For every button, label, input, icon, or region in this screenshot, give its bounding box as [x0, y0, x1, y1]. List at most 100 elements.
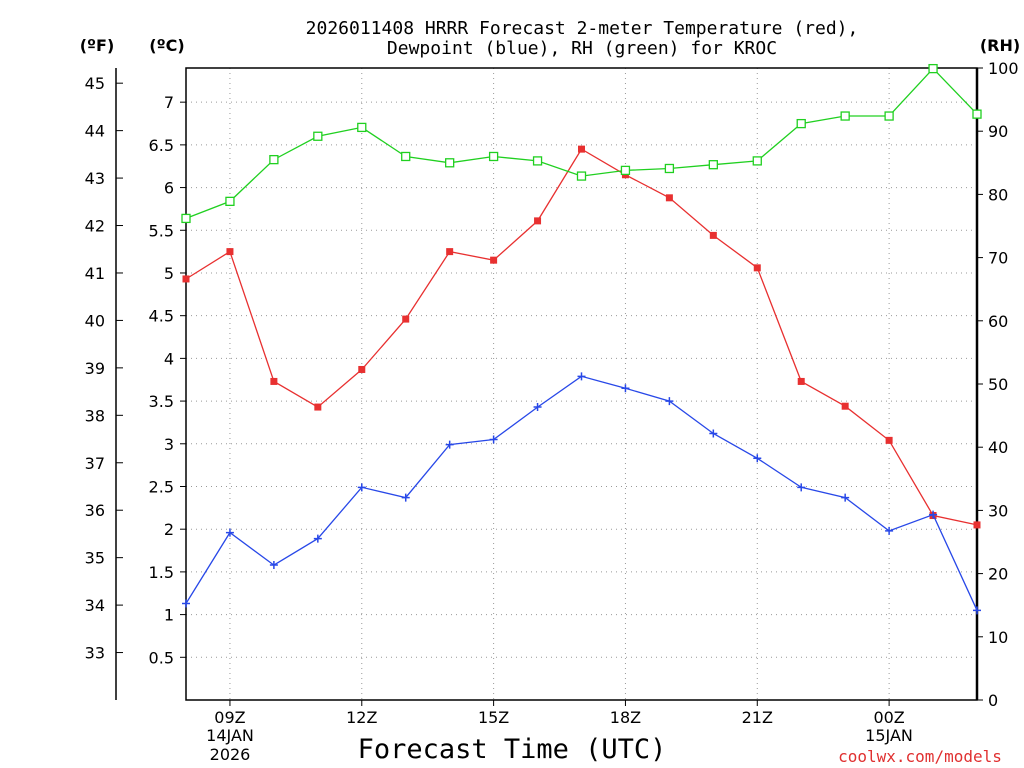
rh-point	[752, 156, 762, 166]
chart-title-line2: Dewpoint (blue), RH (green) for KROC	[387, 38, 777, 59]
time-tick-label: 00Z	[873, 708, 904, 727]
dewpoint-point	[929, 510, 938, 519]
fahrenheit-tick-label: 41	[85, 264, 105, 283]
dewpoint-point	[445, 440, 454, 449]
rh-tick-label: 80	[988, 185, 1008, 204]
rh-point	[313, 131, 323, 141]
celsius-tick-label: 3	[164, 435, 174, 454]
time-tick-label: 18Z	[610, 708, 641, 727]
fahrenheit-tick-label: 36	[85, 501, 105, 520]
fahrenheit-tick-label: 40	[85, 311, 105, 330]
dewpoint-point	[357, 483, 366, 492]
celsius-tick-label: 4.5	[149, 307, 174, 326]
temperature-point	[665, 194, 673, 202]
temperature-point	[226, 248, 234, 256]
celsius-tick-label: 5.5	[149, 221, 174, 240]
rh-point	[972, 109, 982, 119]
dewpoint-point	[885, 526, 894, 535]
celsius-tick-label: 2.5	[149, 477, 174, 496]
celsius-tick-label: 5	[164, 264, 174, 283]
rh-point	[840, 111, 850, 121]
rh-tick-label: 20	[988, 565, 1008, 584]
fahrenheit-tick-label: 34	[85, 596, 105, 615]
temperature-point	[446, 248, 454, 256]
rh-unit-label: (RH)	[980, 36, 1020, 55]
rh-point	[488, 151, 499, 162]
fahrenheit-axis: 33 34 35 36 37 38 39 40 41 42 43 44 45	[85, 68, 123, 700]
rh-tick-label: 10	[988, 628, 1008, 647]
rh-point	[357, 122, 367, 133]
temperature-point	[753, 264, 761, 272]
fahrenheit-tick-label: 43	[85, 169, 105, 188]
celsius-axis-ticks: 0.5 1 1.5 2 2.5 3 3.5 4 4.5 5 5.5 6 6.5 7	[149, 93, 186, 667]
rh-tick-label: 50	[988, 375, 1008, 394]
fahrenheit-tick-label: 37	[85, 454, 105, 473]
dewpoint-point	[182, 599, 190, 608]
rh-tick-label: 60	[988, 312, 1008, 331]
celsius-tick-label: 3.5	[149, 392, 174, 411]
rh-series	[181, 63, 982, 224]
fahrenheit-tick-label: 42	[85, 217, 105, 236]
dewpoint-point	[841, 493, 850, 502]
fahrenheit-tick-label: 33	[85, 644, 105, 663]
dewpoint-series	[182, 372, 981, 615]
rh-point	[576, 171, 587, 181]
dewpoint-point	[269, 561, 278, 570]
celsius-tick-label: 1.5	[149, 563, 174, 582]
fahrenheit-tick-label: 35	[85, 549, 105, 568]
credit-link[interactable]: coolwx.com/models	[838, 747, 1002, 766]
temperature-point	[358, 365, 366, 373]
time-tick-label: 09Z	[214, 708, 245, 727]
temperature-point	[182, 275, 190, 283]
dewpoint-point	[489, 435, 498, 444]
time-tick-label: 15Z	[478, 708, 509, 727]
start-year-label: 2026	[210, 745, 251, 764]
rh-point	[401, 151, 411, 162]
dewpoint-point	[577, 372, 586, 381]
temperature-point	[270, 377, 278, 385]
celsius-tick-label: 4	[164, 349, 174, 368]
celsius-tick-label: 7	[164, 93, 174, 112]
rh-point	[796, 118, 806, 129]
temperature-point	[797, 377, 805, 385]
grid-lines	[186, 68, 977, 700]
temperature-line	[185, 148, 978, 526]
end-date-label: 15JAN	[865, 726, 913, 745]
rh-tick-label: 40	[988, 438, 1008, 457]
dewpoint-point	[313, 534, 322, 543]
dewpoint-point	[665, 397, 674, 406]
fahrenheit-unit-label: (ºF)	[80, 36, 115, 55]
time-axis-ticks: 09Z 12Z 15Z 18Z 21Z 00Z	[214, 700, 905, 727]
rh-point	[181, 213, 191, 224]
rh-tick-label: 30	[988, 501, 1008, 520]
x-axis-title: Forecast Time (UTC)	[358, 734, 667, 765]
time-tick-label: 12Z	[346, 708, 377, 727]
rh-point	[620, 165, 631, 176]
temperature-point	[709, 231, 717, 239]
dewpoint-point	[753, 454, 762, 463]
dewpoint-point	[401, 493, 410, 502]
dewpoint-point	[709, 429, 718, 438]
rh-axis-ticks: 0 10 20 30 40 50 60 70 80 90 100	[977, 59, 1019, 710]
rh-line	[185, 67, 978, 220]
dewpoint-point	[973, 606, 981, 615]
temperature-point	[490, 256, 498, 264]
rh-tick-label: 100	[988, 59, 1019, 78]
celsius-tick-label: 0.5	[149, 648, 174, 667]
dewpoint-point	[621, 384, 630, 393]
rh-tick-label: 0	[988, 691, 998, 710]
time-tick-label: 21Z	[742, 708, 773, 727]
fahrenheit-tick-label: 45	[85, 74, 105, 93]
temperature-series	[182, 145, 981, 529]
rh-point	[884, 111, 894, 121]
rh-point	[532, 156, 543, 166]
fahrenheit-tick-label: 39	[85, 359, 105, 378]
temperature-point	[578, 145, 585, 153]
celsius-tick-label: 2	[164, 520, 174, 539]
temperature-point	[314, 403, 322, 411]
rh-point	[928, 63, 938, 74]
plot-frame	[185, 67, 978, 701]
fahrenheit-tick-label: 38	[85, 406, 105, 425]
temperature-point	[402, 315, 410, 323]
celsius-tick-label: 6	[164, 179, 174, 198]
